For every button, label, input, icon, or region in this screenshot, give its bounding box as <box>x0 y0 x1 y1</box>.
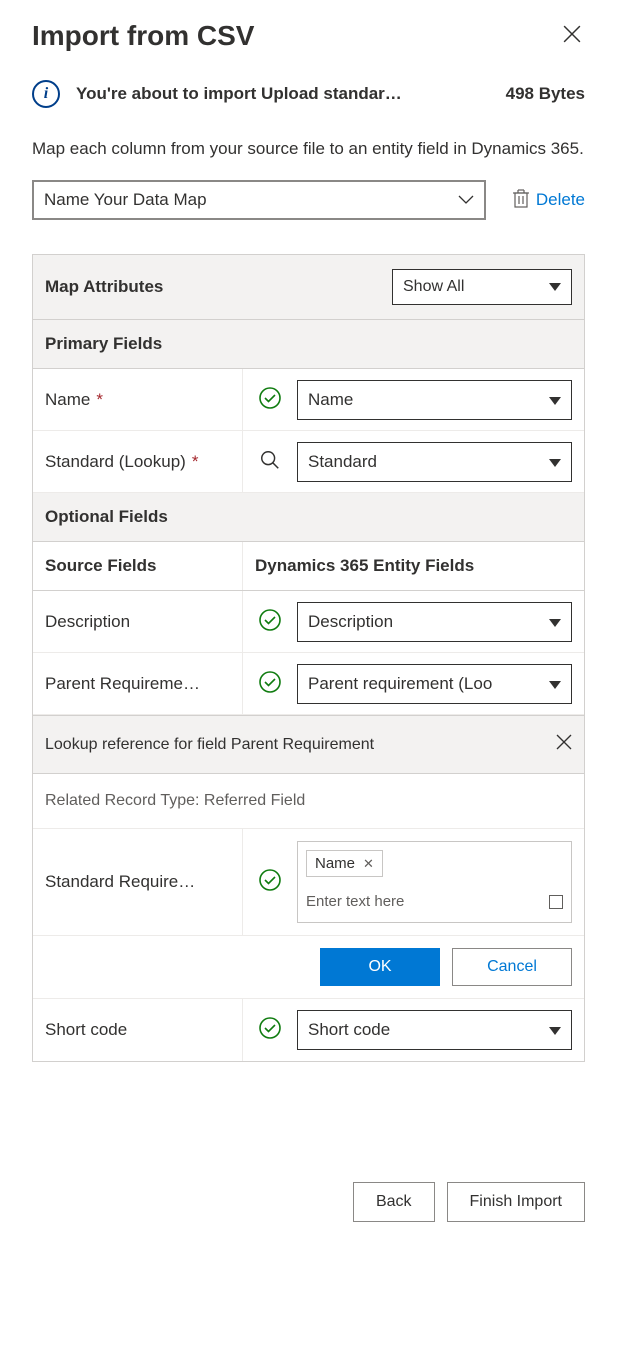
trash-icon <box>512 188 530 213</box>
optional-field-row: Parent Requireme… Parent requirement (Lo… <box>33 653 584 715</box>
referred-field-input[interactable] <box>306 889 549 914</box>
entity-field-value: Description <box>308 612 393 632</box>
selected-tag[interactable]: Name ✕ <box>306 850 383 877</box>
lookup-actions-row: OK Cancel <box>33 936 584 999</box>
optional-field-row: Description Description <box>33 591 584 653</box>
source-field-label: Standard Require… <box>33 829 243 935</box>
check-circle-icon <box>258 670 282 698</box>
info-filesize: 498 Bytes <box>506 84 585 104</box>
chevron-down-icon <box>549 1020 561 1040</box>
related-record-label: Related Record Type: Referred Field <box>33 774 584 829</box>
check-circle-icon <box>258 608 282 636</box>
referred-field-tagbox[interactable]: Name ✕ <box>297 841 572 923</box>
mapping-description: Map each column from your source file to… <box>32 136 585 162</box>
show-filter-value: Show All <box>403 278 464 296</box>
primary-fields-header: Primary Fields <box>33 320 584 369</box>
finish-import-button[interactable]: Finish Import <box>447 1182 585 1222</box>
map-attributes-header: Map Attributes Show All <box>33 255 584 320</box>
status-cell <box>243 369 297 430</box>
lookup-detail-row: Standard Require… Name ✕ <box>33 829 584 936</box>
entity-field-select[interactable]: Parent requirement (Loo <box>297 664 572 704</box>
close-lookup-icon[interactable] <box>556 734 572 755</box>
lookup-reference-header: Lookup reference for field Parent Requir… <box>33 715 584 774</box>
entity-field-select[interactable]: Name <box>297 380 572 420</box>
entity-field-select[interactable]: Short code <box>297 1010 572 1050</box>
primary-field-row: Standard (Lookup)* Standard <box>33 431 584 493</box>
lookup-reference-label: Lookup reference for field Parent Requir… <box>45 736 374 754</box>
entity-field-select[interactable]: Standard <box>297 442 572 482</box>
chevron-down-icon <box>458 190 474 210</box>
primary-field-row: Name* Name <box>33 369 584 431</box>
source-field-label: Short code <box>33 999 243 1061</box>
optional-fields-header: Optional Fields <box>33 493 584 542</box>
data-map-name-select[interactable]: Name Your Data Map <box>32 180 486 220</box>
chevron-down-icon <box>549 278 561 296</box>
picker-icon[interactable] <box>549 895 563 909</box>
chevron-down-icon <box>549 674 561 694</box>
cancel-button[interactable]: Cancel <box>452 948 572 986</box>
info-message: You're about to import Upload standar… <box>76 84 506 104</box>
optional-fields-label: Optional Fields <box>45 507 168 527</box>
status-cell <box>243 591 297 652</box>
chevron-down-icon <box>549 612 561 632</box>
check-circle-icon <box>258 868 282 896</box>
entity-fields-col-header: Dynamics 365 Entity Fields <box>243 542 584 590</box>
entity-field-value: Name <box>308 390 353 410</box>
entity-field-value: Parent requirement (Loo <box>308 674 492 694</box>
mapping-table: Map Attributes Show All Primary Fields N… <box>32 254 585 1062</box>
delete-data-map-link[interactable]: Delete <box>512 188 585 213</box>
close-icon[interactable] <box>559 21 585 51</box>
map-attributes-label: Map Attributes <box>45 277 163 297</box>
columns-header: Source Fields Dynamics 365 Entity Fields <box>33 542 584 591</box>
source-field-label: Description <box>33 591 243 652</box>
source-field-label: Standard (Lookup)* <box>33 431 243 492</box>
show-filter-select[interactable]: Show All <box>392 269 572 305</box>
import-csv-panel: Import from CSV i You're about to import… <box>0 0 617 1246</box>
optional-field-row: Short code Short code <box>33 999 584 1061</box>
panel-header: Import from CSV <box>32 20 585 52</box>
data-map-name-value: Name Your Data Map <box>44 190 207 210</box>
status-cell <box>243 653 297 714</box>
data-map-row: Name Your Data Map Delete <box>32 180 585 220</box>
check-circle-icon <box>258 1016 282 1044</box>
search-icon <box>259 449 281 475</box>
chevron-down-icon <box>549 390 561 410</box>
status-cell <box>243 431 297 492</box>
chevron-down-icon <box>549 452 561 472</box>
delete-label: Delete <box>536 190 585 210</box>
source-fields-col-header: Source Fields <box>33 542 243 590</box>
remove-tag-icon[interactable]: ✕ <box>363 856 374 872</box>
check-circle-icon <box>258 386 282 414</box>
selected-tag-label: Name <box>315 855 355 872</box>
info-icon: i <box>32 80 60 108</box>
panel-title: Import from CSV <box>32 20 254 52</box>
status-cell <box>243 829 297 935</box>
wizard-footer: Back Finish Import <box>32 1182 585 1222</box>
status-cell <box>243 999 297 1061</box>
source-field-label: Name* <box>33 369 243 430</box>
ok-button[interactable]: OK <box>320 948 440 986</box>
source-field-label: Parent Requireme… <box>33 653 243 714</box>
back-button[interactable]: Back <box>353 1182 435 1222</box>
entity-field-value: Standard <box>308 452 377 472</box>
info-banner: i You're about to import Upload standar…… <box>32 80 585 108</box>
primary-fields-label: Primary Fields <box>45 334 162 354</box>
entity-field-value: Short code <box>308 1020 390 1040</box>
entity-field-select[interactable]: Description <box>297 602 572 642</box>
